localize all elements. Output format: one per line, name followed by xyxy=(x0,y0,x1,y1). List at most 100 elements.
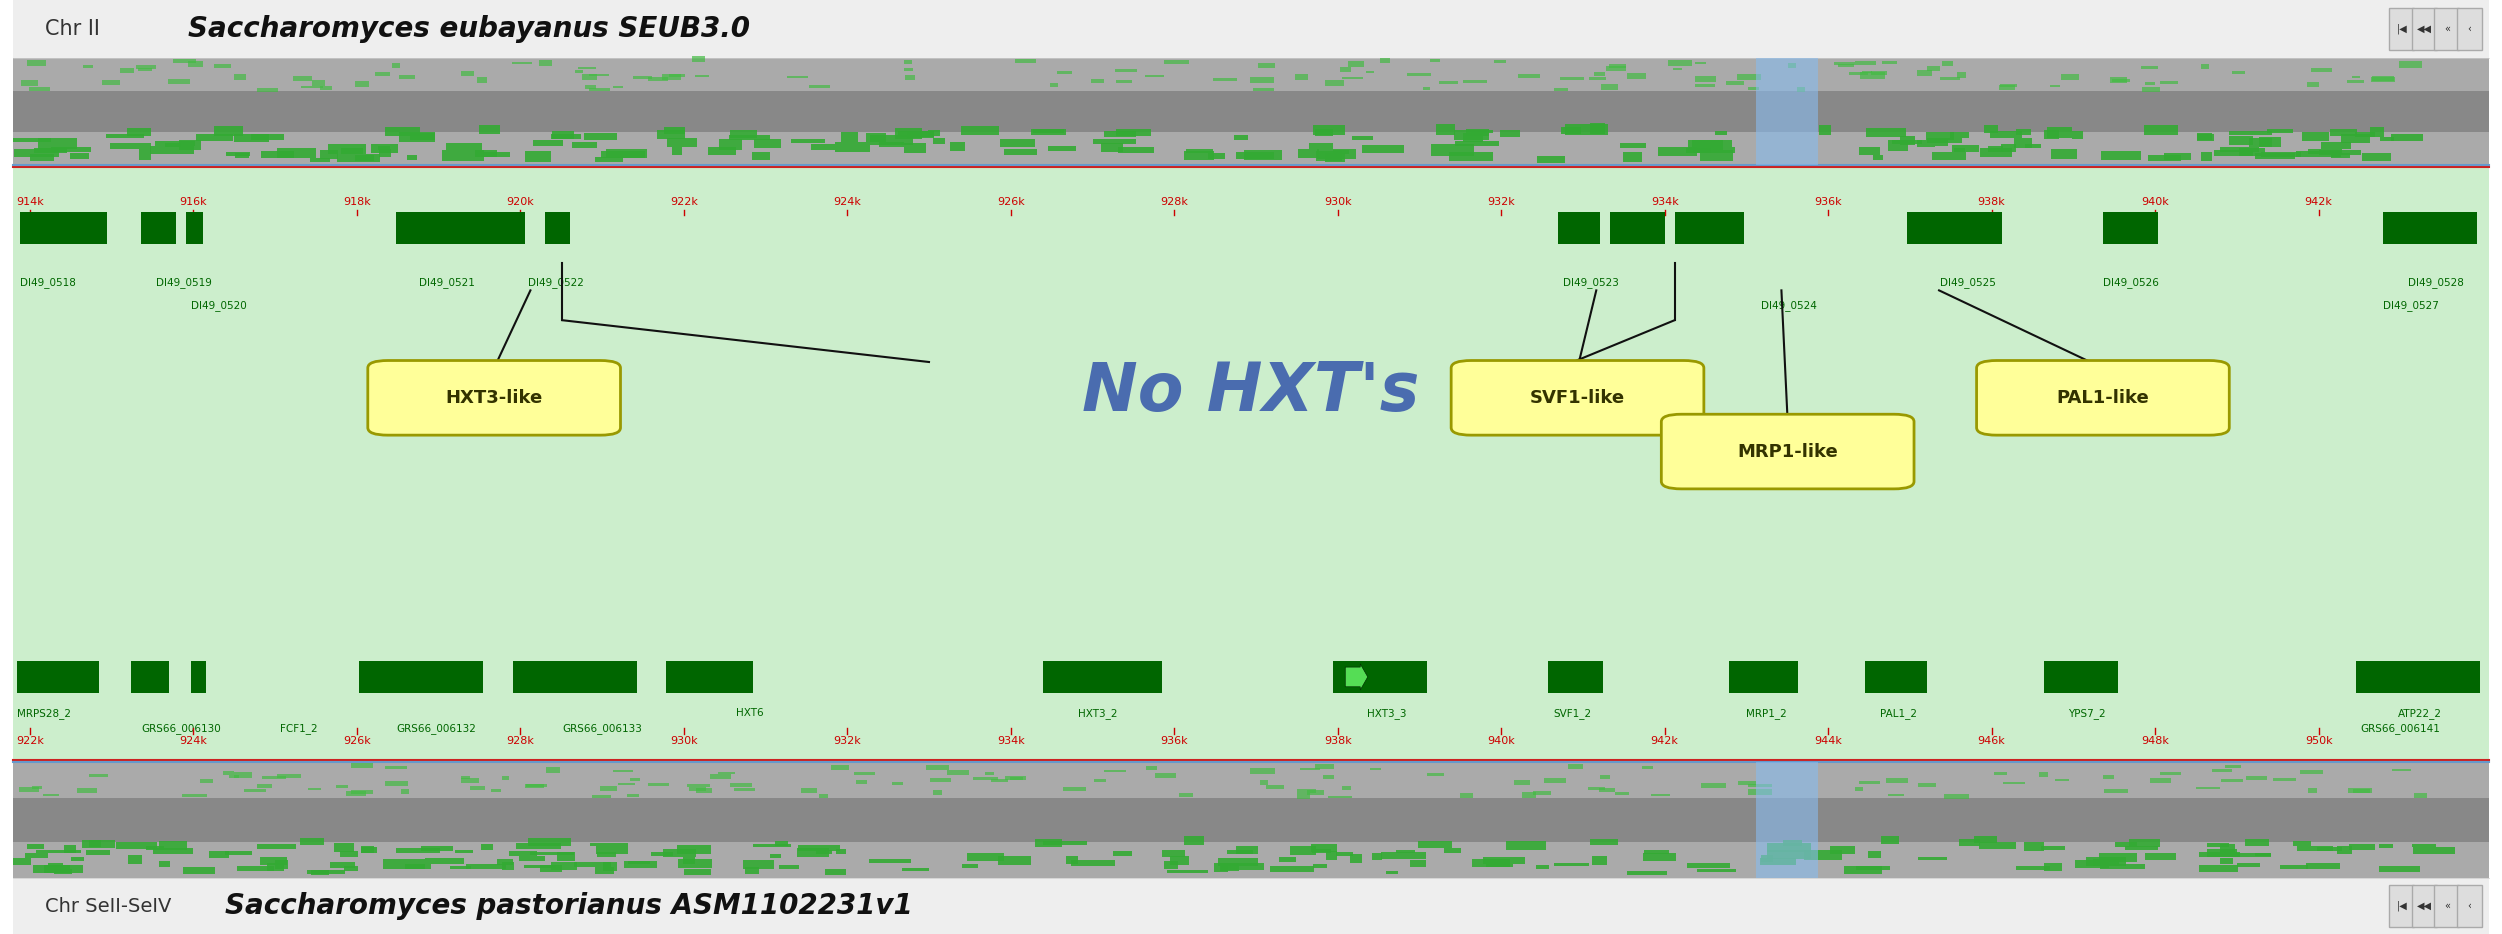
Bar xyxy=(1781,840,1801,846)
Bar xyxy=(238,866,275,871)
Bar xyxy=(626,794,638,797)
Bar xyxy=(1589,787,1604,790)
Bar xyxy=(355,80,370,87)
Bar xyxy=(1589,77,1606,79)
Bar xyxy=(510,851,538,856)
Bar xyxy=(2232,71,2244,75)
Bar xyxy=(1143,75,1163,77)
Bar xyxy=(128,856,143,864)
Bar xyxy=(1854,61,1876,64)
Text: HXT3_2: HXT3_2 xyxy=(1078,708,1116,719)
Bar xyxy=(1756,58,1819,165)
Bar xyxy=(1659,148,1696,156)
Bar xyxy=(2214,150,2252,156)
Bar xyxy=(518,856,545,861)
Bar xyxy=(1979,842,2017,849)
Bar xyxy=(2072,132,2082,139)
Bar xyxy=(1314,129,1334,136)
Bar xyxy=(2197,133,2212,140)
Bar xyxy=(1626,870,1666,875)
Bar xyxy=(903,60,911,64)
FancyBboxPatch shape xyxy=(2457,885,2482,927)
Bar xyxy=(38,138,78,149)
Text: YPS7_2: YPS7_2 xyxy=(2069,708,2107,719)
Bar xyxy=(2112,77,2127,83)
Bar xyxy=(2399,62,2422,68)
Bar xyxy=(1161,850,1186,856)
Text: 924k: 924k xyxy=(833,197,861,207)
Bar xyxy=(1431,145,1474,156)
Bar xyxy=(545,768,560,772)
Bar xyxy=(1316,150,1341,162)
Bar xyxy=(1351,136,1374,140)
Bar xyxy=(383,859,425,869)
Text: Chr II: Chr II xyxy=(45,19,100,39)
Bar xyxy=(1606,66,1626,71)
Text: GRS66_006132: GRS66_006132 xyxy=(395,723,475,734)
Bar xyxy=(575,70,583,73)
Bar xyxy=(2202,64,2209,69)
Bar xyxy=(420,845,453,851)
Bar xyxy=(573,862,610,867)
Text: |◀: |◀ xyxy=(2397,900,2407,912)
Bar xyxy=(13,138,50,142)
Bar xyxy=(588,74,610,77)
Bar xyxy=(380,149,390,157)
Bar xyxy=(1409,860,1426,867)
Bar xyxy=(320,86,333,90)
Bar xyxy=(1859,147,1882,155)
Text: 938k: 938k xyxy=(1324,736,1351,746)
Bar xyxy=(345,867,358,870)
Bar xyxy=(48,862,63,867)
Bar xyxy=(1316,149,1356,160)
Bar xyxy=(2337,845,2352,854)
Bar xyxy=(618,783,636,785)
Bar xyxy=(235,153,248,158)
Bar xyxy=(2219,148,2259,152)
Text: 932k: 932k xyxy=(1486,197,1516,207)
Bar xyxy=(1011,777,1023,780)
Bar xyxy=(90,774,108,777)
Bar xyxy=(908,132,933,137)
Text: SVF1-like: SVF1-like xyxy=(1529,389,1626,407)
Bar xyxy=(1103,770,1126,771)
Bar xyxy=(1381,852,1426,858)
Bar xyxy=(2414,793,2427,799)
Bar xyxy=(1854,787,1864,791)
Bar xyxy=(1917,70,1932,76)
Bar xyxy=(991,779,1008,782)
Bar xyxy=(533,140,563,146)
Bar xyxy=(2014,138,2032,148)
Bar xyxy=(1093,779,1106,782)
Text: 946k: 946k xyxy=(1977,736,2007,746)
Bar xyxy=(1766,850,1811,859)
Bar xyxy=(1609,64,1626,68)
Bar xyxy=(2272,778,2297,781)
Bar xyxy=(600,151,646,158)
Bar xyxy=(1521,792,1536,798)
Bar xyxy=(90,841,103,847)
Bar xyxy=(275,860,288,870)
Bar xyxy=(1641,766,1654,770)
Bar xyxy=(1163,861,1178,869)
Bar xyxy=(1514,780,1529,785)
Bar xyxy=(405,155,418,160)
Bar xyxy=(1871,155,1884,160)
Bar xyxy=(570,142,598,148)
Text: 948k: 948k xyxy=(2142,736,2169,746)
Bar xyxy=(2259,136,2279,148)
Bar xyxy=(1559,212,1601,245)
Bar xyxy=(2372,76,2394,81)
Bar xyxy=(1259,64,1276,68)
Text: GRS66_006133: GRS66_006133 xyxy=(563,723,643,734)
Bar xyxy=(2042,846,2064,850)
Bar xyxy=(2197,134,2214,141)
Bar xyxy=(1336,852,1354,856)
Bar xyxy=(1091,79,1103,83)
Bar xyxy=(1882,62,1897,64)
Bar xyxy=(1566,124,1609,134)
Bar xyxy=(1178,793,1193,797)
Bar xyxy=(1309,143,1334,149)
Text: 942k: 942k xyxy=(1651,736,1679,746)
Bar xyxy=(1979,148,2012,157)
